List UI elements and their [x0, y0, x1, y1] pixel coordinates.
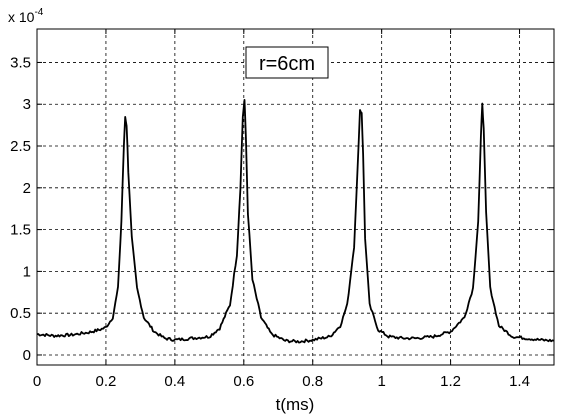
x-tick-label: 1.2: [440, 373, 461, 390]
annotation-box: r=6cm: [245, 46, 329, 79]
y-tick-label: 3: [23, 96, 31, 113]
series-line: [36, 99, 555, 344]
x-tick-label: 1.4: [509, 373, 530, 390]
x-tick-label: 0.6: [233, 373, 254, 390]
x-tick-labels: 0 0.2 0.4 0.6 0.8 1 1.2 1.4: [33, 373, 530, 390]
y-tick-label: 2.5: [10, 138, 31, 155]
x-tick-label: 0.8: [302, 373, 323, 390]
y-tick-label: 1: [23, 263, 31, 280]
annotation-text: r=6cm: [259, 53, 315, 75]
x-tick-label: 1: [377, 373, 385, 390]
y-tick-label: 3.5: [10, 54, 31, 71]
x-tick-label: 0.4: [164, 373, 185, 390]
x-axis-label: t(ms): [276, 395, 315, 414]
plot-area: [37, 29, 554, 365]
x-tick-label: 0.2: [96, 373, 117, 390]
y-tick-labels: 0 0.5 1 1.5 2 2.5 3 3.5: [10, 54, 31, 364]
y-tick-label: 2: [23, 180, 31, 197]
plot-frame: [36, 28, 555, 366]
y-tick-label: 0.5: [10, 305, 31, 322]
y-tick-label: 1.5: [10, 222, 31, 239]
x-tick-label: 0: [33, 373, 41, 390]
y-tick-label: 0: [23, 347, 31, 364]
y-exponent-label: x 10-4: [8, 7, 44, 25]
